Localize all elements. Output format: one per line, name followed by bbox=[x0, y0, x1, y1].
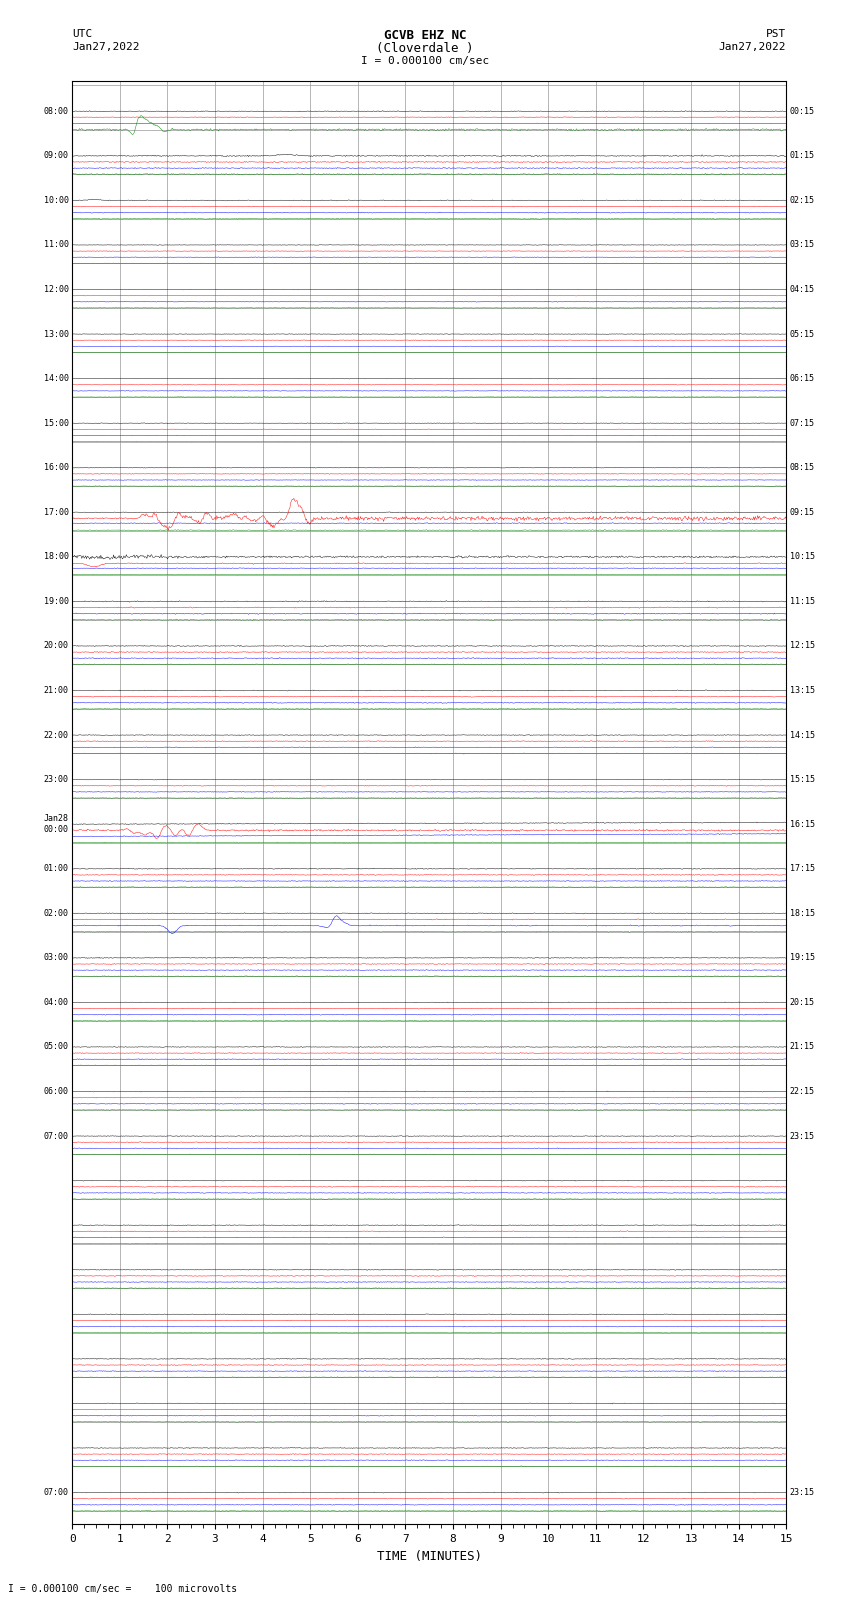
Text: 21:15: 21:15 bbox=[790, 1042, 814, 1052]
Text: 14:15: 14:15 bbox=[790, 731, 814, 740]
Text: 18:15: 18:15 bbox=[790, 908, 814, 918]
Text: 05:00: 05:00 bbox=[44, 1042, 69, 1052]
Text: 13:00: 13:00 bbox=[44, 329, 69, 339]
Text: 06:15: 06:15 bbox=[790, 374, 814, 384]
Text: 10:15: 10:15 bbox=[790, 552, 814, 561]
Text: 06:00: 06:00 bbox=[44, 1087, 69, 1095]
Text: 01:15: 01:15 bbox=[790, 152, 814, 160]
Text: 17:00: 17:00 bbox=[44, 508, 69, 516]
Text: 22:15: 22:15 bbox=[790, 1087, 814, 1095]
Text: 07:15: 07:15 bbox=[790, 419, 814, 427]
Text: 20:15: 20:15 bbox=[790, 998, 814, 1007]
Text: 09:15: 09:15 bbox=[790, 508, 814, 516]
Text: 11:15: 11:15 bbox=[790, 597, 814, 606]
Text: 21:00: 21:00 bbox=[44, 686, 69, 695]
X-axis label: TIME (MINUTES): TIME (MINUTES) bbox=[377, 1550, 482, 1563]
Text: Jan27,2022: Jan27,2022 bbox=[719, 42, 786, 52]
Text: 01:00: 01:00 bbox=[44, 865, 69, 873]
Text: Jan28
00:00: Jan28 00:00 bbox=[44, 815, 69, 834]
Text: 23:15: 23:15 bbox=[790, 1489, 814, 1497]
Text: PST: PST bbox=[766, 29, 786, 39]
Text: 19:15: 19:15 bbox=[790, 953, 814, 963]
Text: 08:00: 08:00 bbox=[44, 106, 69, 116]
Text: 11:00: 11:00 bbox=[44, 240, 69, 250]
Text: 07:00: 07:00 bbox=[44, 1132, 69, 1140]
Text: 07:00: 07:00 bbox=[44, 1489, 69, 1497]
Text: 03:00: 03:00 bbox=[44, 953, 69, 963]
Text: 23:00: 23:00 bbox=[44, 776, 69, 784]
Text: 13:15: 13:15 bbox=[790, 686, 814, 695]
Text: 02:00: 02:00 bbox=[44, 908, 69, 918]
Text: 12:15: 12:15 bbox=[790, 642, 814, 650]
Text: Jan27,2022: Jan27,2022 bbox=[72, 42, 139, 52]
Text: I = 0.000100 cm/sec =    100 microvolts: I = 0.000100 cm/sec = 100 microvolts bbox=[8, 1584, 238, 1594]
Text: 19:00: 19:00 bbox=[44, 597, 69, 606]
Text: GCVB EHZ NC: GCVB EHZ NC bbox=[383, 29, 467, 42]
Text: 16:00: 16:00 bbox=[44, 463, 69, 473]
Text: 09:00: 09:00 bbox=[44, 152, 69, 160]
Text: 04:00: 04:00 bbox=[44, 998, 69, 1007]
Text: 22:00: 22:00 bbox=[44, 731, 69, 740]
Text: 04:15: 04:15 bbox=[790, 286, 814, 294]
Text: 12:00: 12:00 bbox=[44, 286, 69, 294]
Text: 08:15: 08:15 bbox=[790, 463, 814, 473]
Text: 23:15: 23:15 bbox=[790, 1132, 814, 1140]
Text: 10:00: 10:00 bbox=[44, 195, 69, 205]
Text: 00:15: 00:15 bbox=[790, 106, 814, 116]
Text: 15:15: 15:15 bbox=[790, 776, 814, 784]
Text: 03:15: 03:15 bbox=[790, 240, 814, 250]
Text: 15:00: 15:00 bbox=[44, 419, 69, 427]
Text: 14:00: 14:00 bbox=[44, 374, 69, 384]
Text: 16:15: 16:15 bbox=[790, 819, 814, 829]
Text: 02:15: 02:15 bbox=[790, 195, 814, 205]
Text: 05:15: 05:15 bbox=[790, 329, 814, 339]
Text: UTC: UTC bbox=[72, 29, 93, 39]
Text: 17:15: 17:15 bbox=[790, 865, 814, 873]
Text: (Cloverdale ): (Cloverdale ) bbox=[377, 42, 473, 55]
Text: 20:00: 20:00 bbox=[44, 642, 69, 650]
Text: I = 0.000100 cm/sec: I = 0.000100 cm/sec bbox=[361, 56, 489, 66]
Text: 18:00: 18:00 bbox=[44, 552, 69, 561]
